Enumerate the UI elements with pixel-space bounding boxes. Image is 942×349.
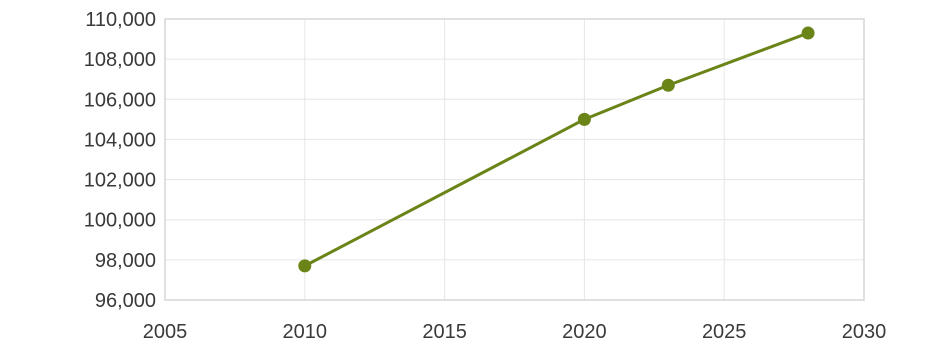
plot-area-frame (164, 18, 865, 301)
y-tick-label: 106,000 (84, 89, 156, 111)
y-tick-label: 104,000 (84, 129, 156, 151)
x-tick-label: 2030 (842, 321, 887, 343)
y-tick-label: 102,000 (84, 170, 156, 192)
grid (164, 18, 865, 301)
data-point-marker (298, 259, 312, 273)
x-tick-label: 2015 (422, 321, 467, 343)
y-tick-label: 96,000 (95, 290, 156, 312)
x-tick-label: 2005 (143, 321, 188, 343)
y-tick-label: 110,000 (85, 9, 156, 31)
series-line (303, 31, 810, 268)
data-point-marker (661, 78, 675, 92)
x-tick-label: 2025 (702, 321, 747, 343)
y-axis: 96,000 98,000 100,000 102,000 104,000 106,000… (84, 9, 156, 312)
y-tick-label: 98,000 (95, 250, 156, 272)
x-tick-label: 2010 (283, 321, 328, 343)
x-tick-label: 2020 (562, 321, 607, 343)
series-layer (298, 26, 815, 273)
x-axis: 2005 2010 2015 2020 2025 2030 (143, 321, 887, 343)
y-tick-label: 108,000 (84, 49, 156, 71)
y-tick-label: 100,000 (84, 210, 156, 232)
data-point-marker (577, 112, 591, 126)
data-point-marker (801, 26, 815, 40)
